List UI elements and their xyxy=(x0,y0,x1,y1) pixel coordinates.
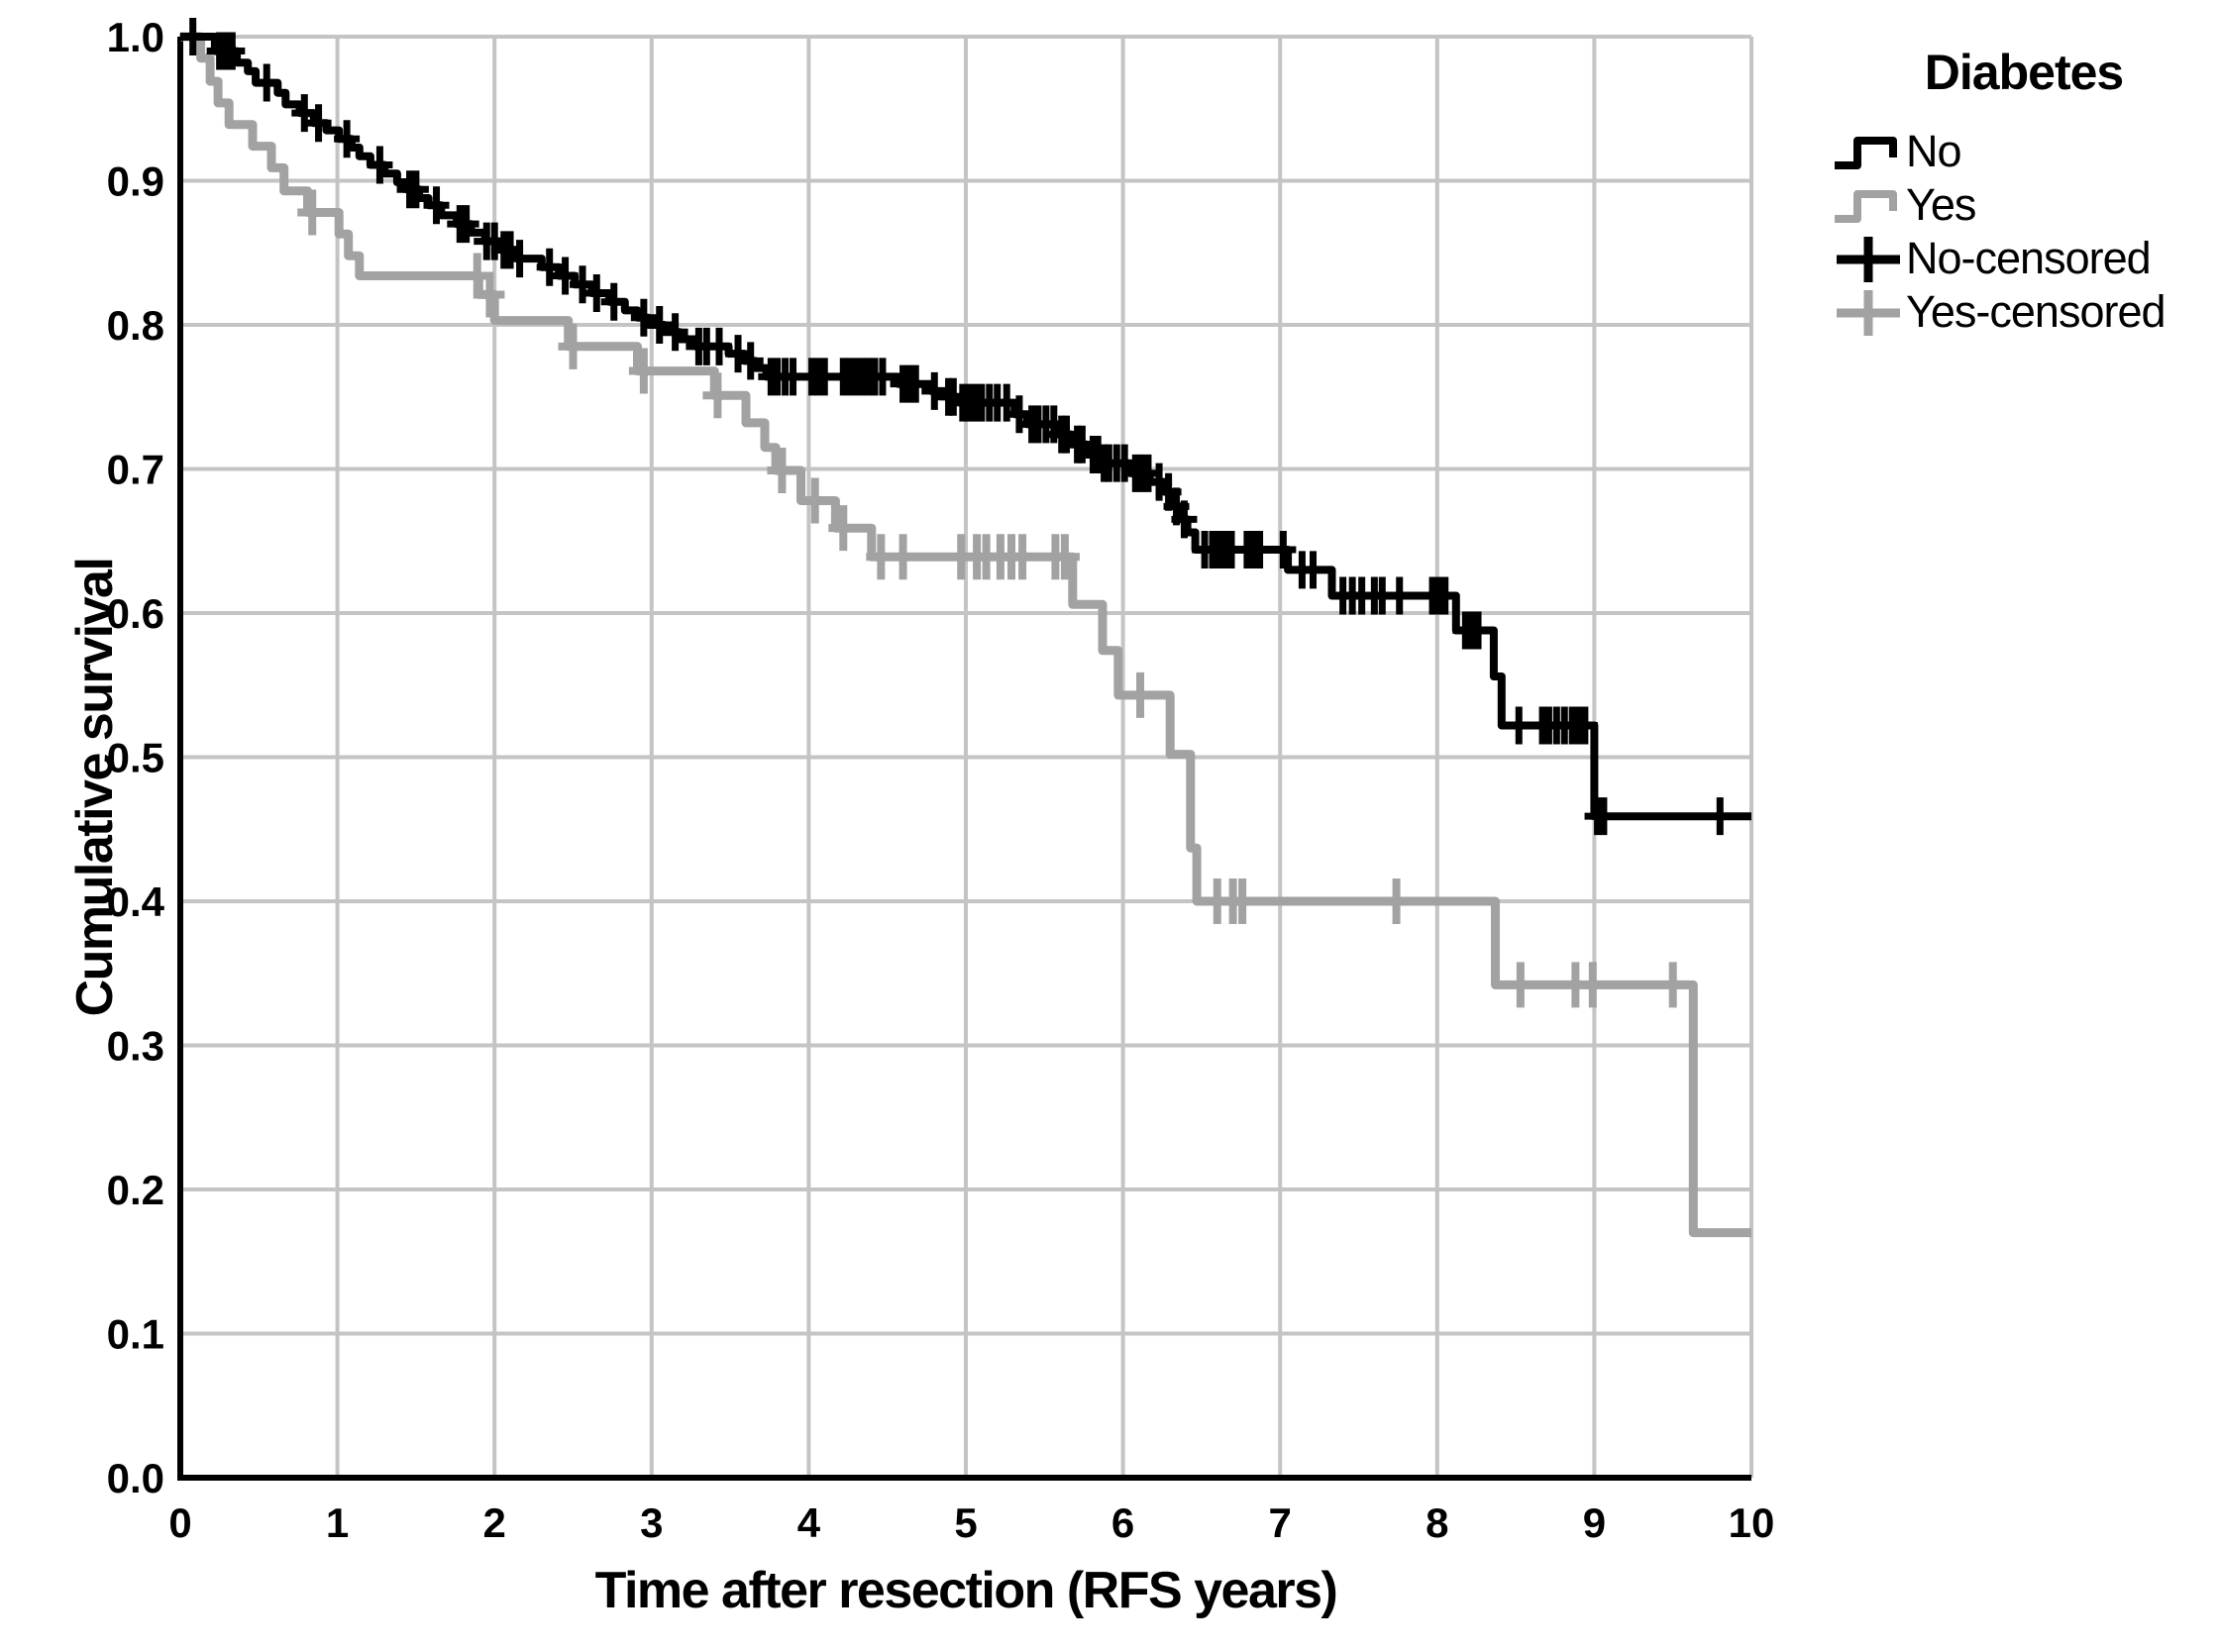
y-tick-label: 0.7 xyxy=(107,447,164,493)
x-tick-label: 1 xyxy=(326,1499,349,1546)
plus-marker-icon xyxy=(1831,232,1906,285)
legend-item-label: No xyxy=(1906,126,1962,176)
legend-item-no: No xyxy=(1831,125,2217,178)
y-tick-label: 0.3 xyxy=(107,1023,164,1070)
x-tick-label: 3 xyxy=(640,1499,663,1546)
plus-glyph xyxy=(1837,290,1900,336)
y-tick-label: 0.5 xyxy=(107,735,164,781)
x-tick-label: 10 xyxy=(1729,1499,1775,1546)
step-line-icon xyxy=(1831,125,1906,178)
y-tick-label: 0.8 xyxy=(107,302,164,349)
x-tick-label: 9 xyxy=(1583,1499,1606,1546)
x-tick-label: 7 xyxy=(1269,1499,1292,1546)
y-tick-label: 0.6 xyxy=(107,590,164,637)
plus-glyph xyxy=(1837,237,1900,282)
x-axis-title: Time after resection (RFS years) xyxy=(594,1562,1338,1619)
y-tick-label: 0.1 xyxy=(107,1311,164,1358)
step-line-icon xyxy=(1831,178,1906,232)
y-tick-label: 0.0 xyxy=(107,1455,164,1501)
plus-marker-icon xyxy=(1831,285,1906,339)
legend: Diabetes No Yes No-censored Yes-censored xyxy=(1831,44,2217,339)
y-tick-label: 0.4 xyxy=(107,878,165,925)
legend-item-label: Yes-censored xyxy=(1906,286,2166,337)
x-tick-label: 5 xyxy=(954,1499,977,1546)
x-tick-label: 4 xyxy=(797,1499,821,1546)
x-tick-label: 2 xyxy=(483,1499,506,1546)
step-line-glyph xyxy=(1835,190,1897,223)
legend-item-no-censored: No-censored xyxy=(1831,232,2217,285)
legend-item-label: No-censored xyxy=(1906,233,2152,283)
legend-items: No Yes No-censored Yes-censored xyxy=(1831,125,2217,339)
legend-item-yes: Yes xyxy=(1831,178,2217,232)
y-axis-title: Cumulative survival xyxy=(66,558,124,1017)
x-tick-label: 6 xyxy=(1111,1499,1134,1546)
survival-curve-yes xyxy=(180,32,1751,1238)
x-tick-label: 8 xyxy=(1426,1499,1448,1546)
legend-item-label: Yes xyxy=(1906,179,1976,230)
y-tick-label: 1.0 xyxy=(107,14,164,60)
legend-item-yes-censored: Yes-censored xyxy=(1831,285,2217,339)
y-tick-label: 0.2 xyxy=(107,1167,164,1213)
legend-title: Diabetes xyxy=(1924,45,2124,100)
x-tick-label: 0 xyxy=(168,1499,191,1546)
y-tick-label: 0.9 xyxy=(107,158,164,205)
step-line-glyph xyxy=(1835,137,1897,169)
